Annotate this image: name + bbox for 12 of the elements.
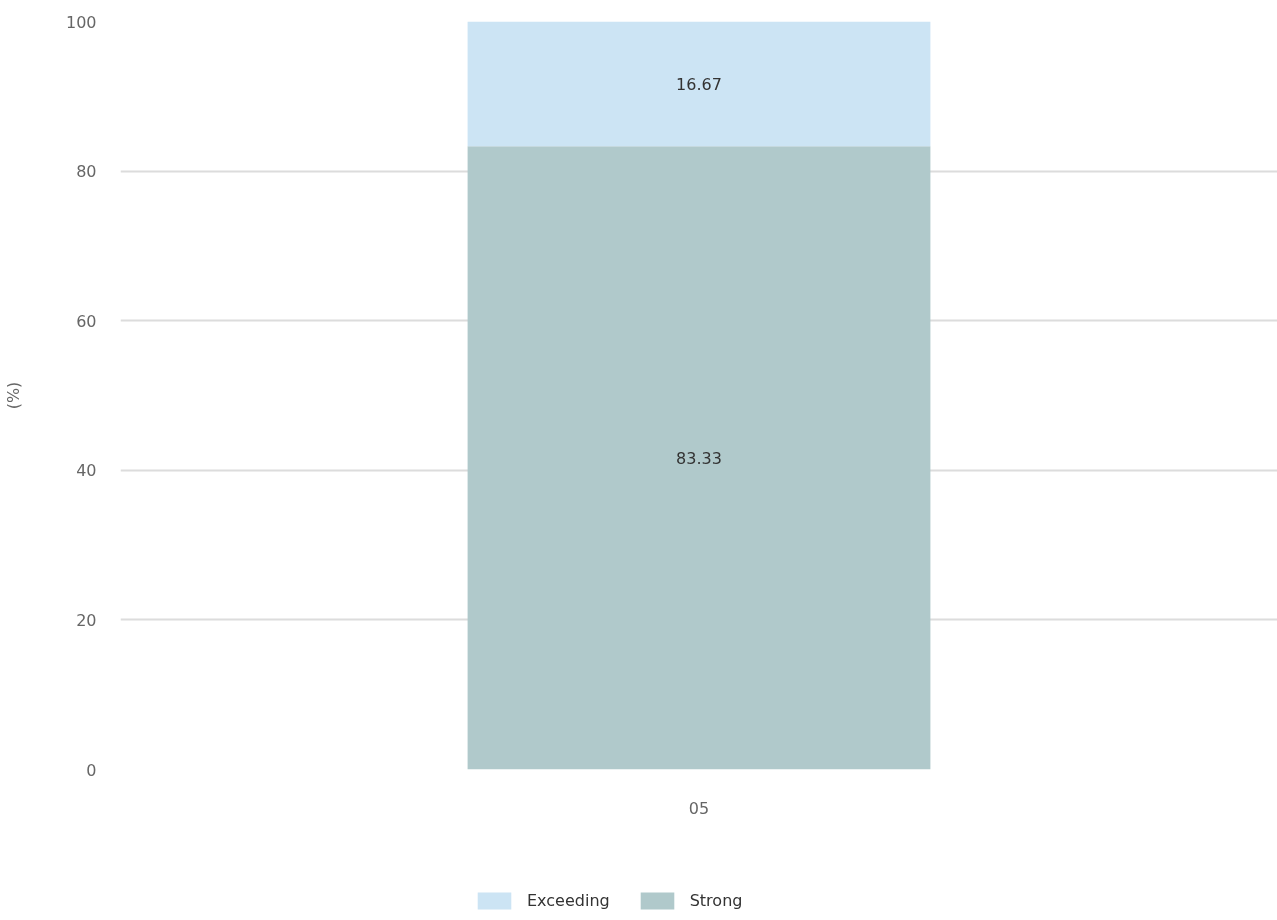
- y-axis-title: (%): [3, 381, 23, 410]
- x-tick-label: 05: [688, 798, 710, 818]
- y-tick-label: 0: [86, 760, 97, 780]
- y-tick-label: 100: [65, 12, 97, 32]
- y-tick-label: 60: [76, 311, 97, 331]
- y-tick-label: 80: [76, 162, 97, 182]
- legend-label: Strong: [689, 890, 743, 910]
- legend-label: Exceeding: [527, 890, 610, 910]
- y-tick-label: 20: [76, 610, 97, 630]
- data-label: 16.67: [676, 74, 722, 94]
- data-label: 83.33: [676, 448, 722, 468]
- y-tick-label: 40: [76, 461, 97, 481]
